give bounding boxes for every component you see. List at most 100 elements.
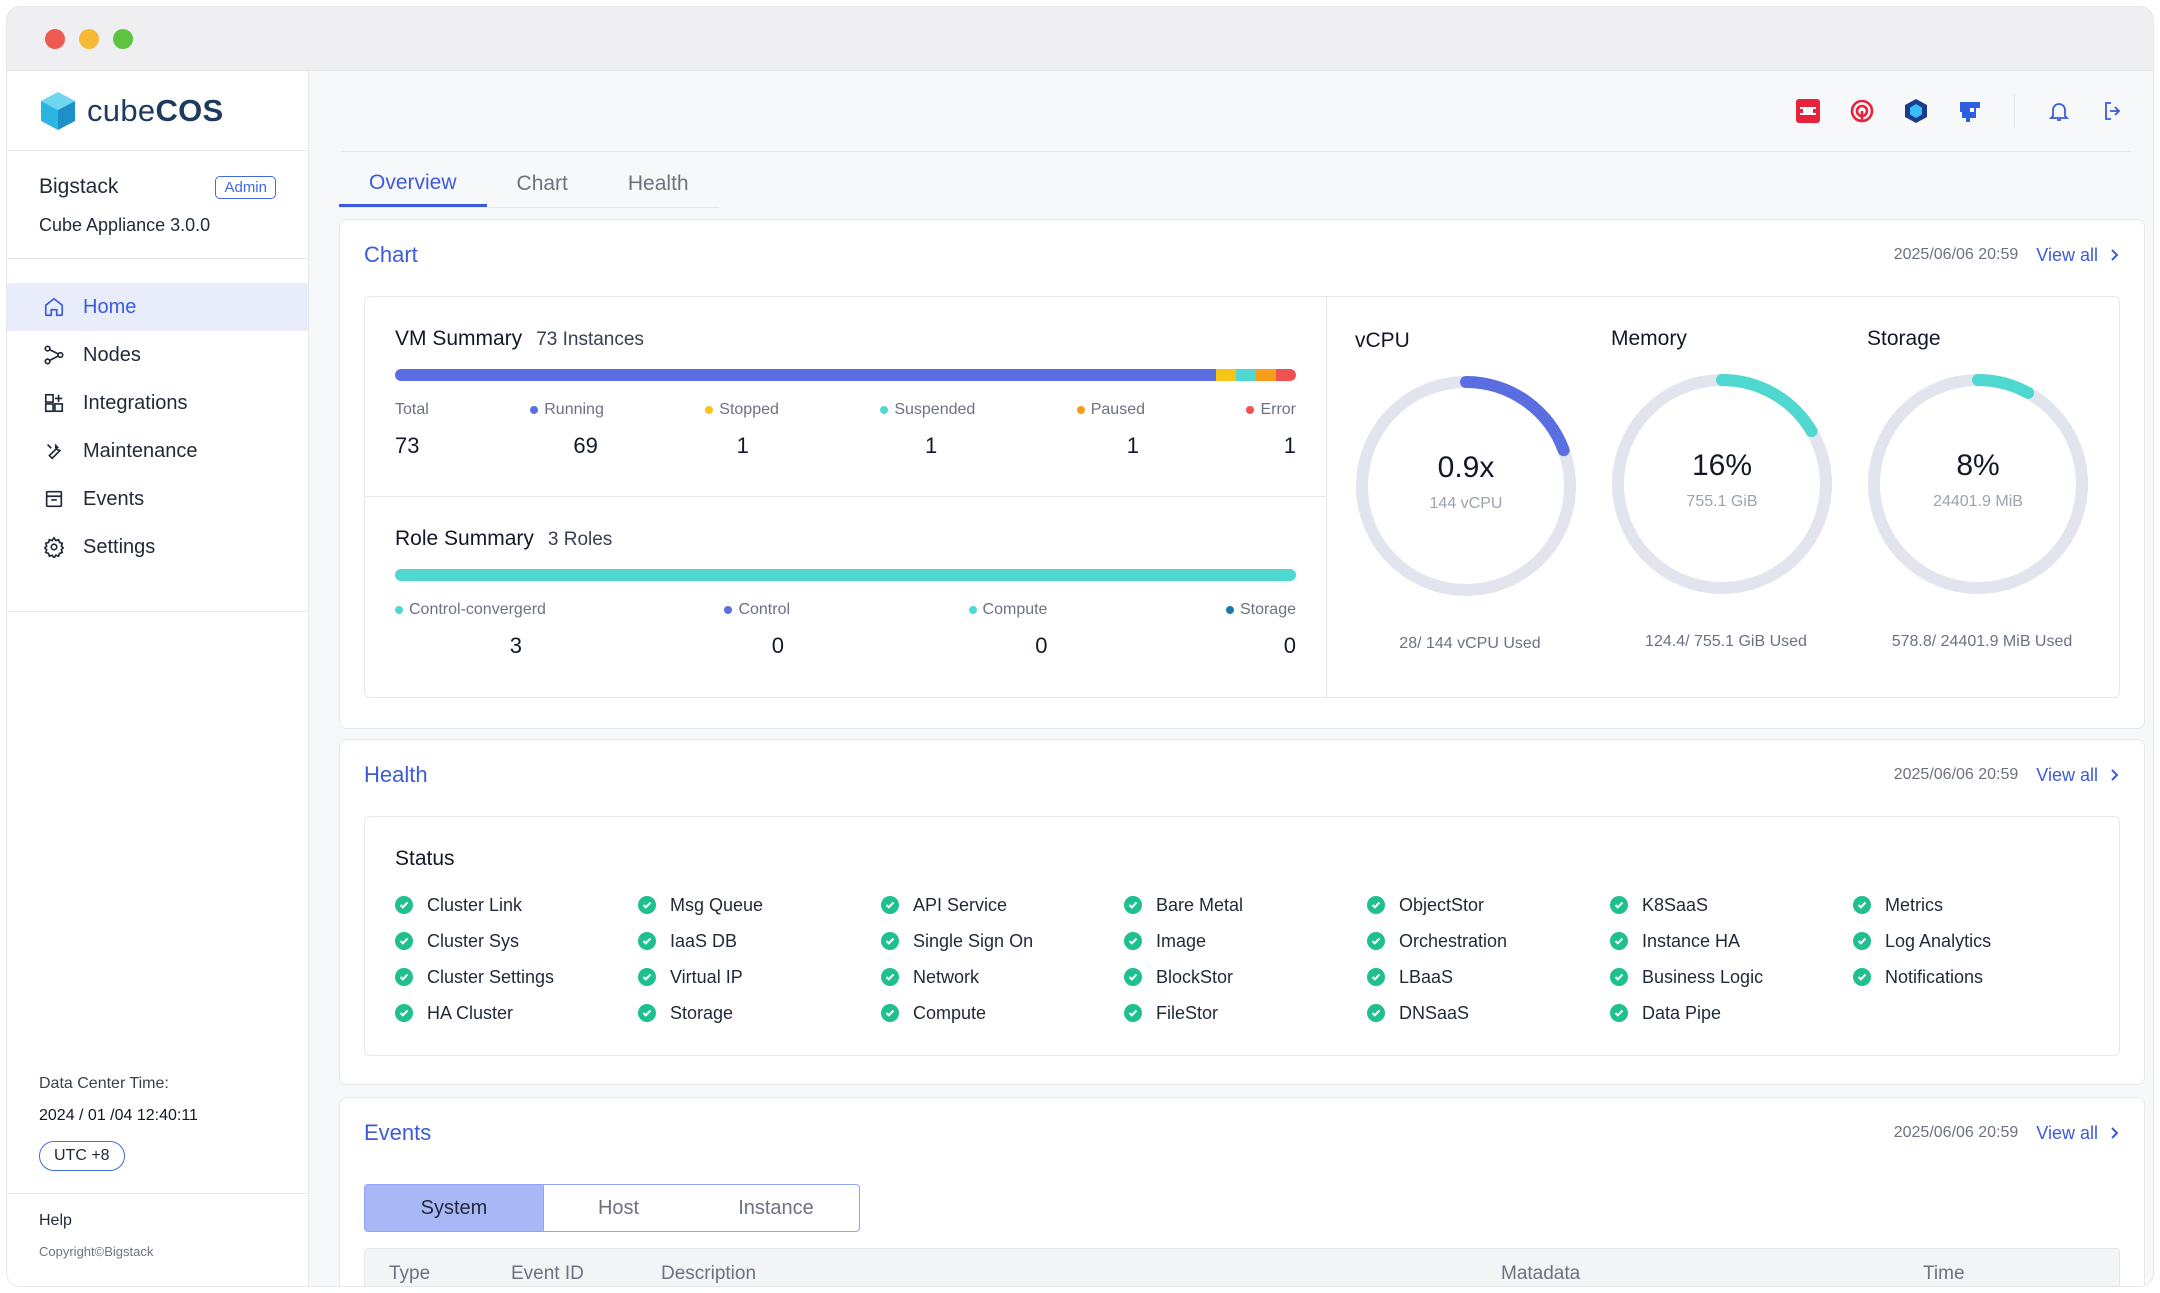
status-label: Data Pipe <box>1642 1002 1722 1023</box>
check-circle-icon <box>1610 932 1628 950</box>
view-all-link[interactable]: View all <box>2036 765 2120 786</box>
check-circle-icon <box>1367 1004 1385 1022</box>
column-header-time[interactable]: Time <box>1923 1263 1965 1284</box>
ceph-icon[interactable] <box>1902 97 1930 125</box>
status-label: Network <box>913 966 980 987</box>
status-item: Cluster Link <box>395 893 638 917</box>
chevron-right-icon <box>2111 769 2119 781</box>
gauge-title: Storage <box>1867 327 1941 350</box>
check-circle-icon <box>1124 896 1142 914</box>
check-circle-icon <box>395 968 413 986</box>
column-header-metadata[interactable]: Matadata <box>1501 1263 1581 1284</box>
card-title: Health <box>364 762 428 787</box>
status-item: API Service <box>881 893 1124 917</box>
stat-total: Total 73 <box>395 401 429 458</box>
check-circle-icon <box>1124 932 1142 950</box>
resource-gauges: vCPU 0.9x 144 vCPU 28/ 144 vCPU Used Memo… <box>1327 297 2119 697</box>
help-link[interactable]: Help <box>39 1212 72 1229</box>
role-count: 3 Roles <box>547 529 613 550</box>
check-circle-icon <box>881 1004 899 1022</box>
view-all-link[interactable]: View all <box>2036 245 2120 266</box>
sidebar-item-maintenance[interactable]: Maintenance <box>7 427 308 475</box>
status-grid: Cluster Link Msg Queue API Service Bare Met… <box>395 893 2096 1025</box>
view-all-link[interactable]: View all <box>2036 1123 2120 1144</box>
status-label: Orchestration <box>1399 930 1508 951</box>
segment-system[interactable]: System <box>365 1185 543 1231</box>
grafana-icon[interactable] <box>1848 97 1876 125</box>
gauge-arc <box>1612 374 1832 594</box>
status-label: Instance HA <box>1642 930 1741 951</box>
minimize-window-button[interactable] <box>79 28 99 49</box>
app-window: cubeCOS Bigstack Admin Cube Appliance 3.… <box>6 6 2154 1287</box>
check-circle-icon <box>395 932 413 950</box>
home-icon <box>44 297 64 317</box>
timezone-badge[interactable]: UTC +8 <box>39 1141 125 1171</box>
status-label: Msg Queue <box>670 894 764 915</box>
sidebar-item-nodes[interactable]: Nodes <box>7 331 308 379</box>
gauge-used: 124.4/ 755.1 GiB Used <box>1645 633 1807 650</box>
status-item: ObjectStor <box>1367 893 1610 917</box>
gauge-value: 0.9x <box>1437 451 1495 484</box>
check-circle-icon <box>881 896 899 914</box>
status-item: Image <box>1124 929 1367 953</box>
check-circle-icon <box>1367 896 1385 914</box>
check-circle-icon <box>395 1004 413 1022</box>
vm-status-bar <box>395 369 1296 381</box>
maximize-window-button[interactable] <box>113 28 133 49</box>
check-circle-icon <box>1610 968 1628 986</box>
status-item: Virtual IP <box>638 965 881 989</box>
column-header-event-id[interactable]: Event ID <box>511 1263 584 1284</box>
column-header-type[interactable]: Type <box>389 1263 431 1284</box>
stat-control-converged: Control-convergerd 3 <box>395 601 546 659</box>
gauge-capacity: 755.1 GiB <box>1686 493 1758 510</box>
close-window-button[interactable] <box>45 28 65 49</box>
status-label: Single Sign On <box>913 930 1034 951</box>
stat-error: Error 1 <box>1246 401 1296 459</box>
vm-summary: VM Summary 73 Instances Total 73 Running 69… <box>365 297 1327 497</box>
sidebar-item-home[interactable]: Home <box>7 283 308 331</box>
topbar-divider <box>2014 94 2015 128</box>
role-badge: Admin <box>215 175 276 199</box>
bar-segment-error <box>1276 369 1296 381</box>
segment-instance[interactable]: Instance <box>738 1196 814 1219</box>
cube-logo-icon <box>41 91 75 130</box>
gauge-ring <box>1612 374 1832 594</box>
stat-paused: Paused 1 <box>1076 401 1145 459</box>
logout-icon[interactable] <box>2099 97 2127 125</box>
stat-running: Running 69 <box>530 401 604 459</box>
segment-host[interactable]: Host <box>543 1185 693 1231</box>
sidebar-item-settings[interactable]: Settings <box>7 523 308 571</box>
check-circle-icon <box>1367 932 1385 950</box>
card-title: Events <box>364 1120 432 1145</box>
column-header-description[interactable]: Description <box>661 1263 757 1284</box>
openstack-icon[interactable] <box>1794 97 1822 125</box>
status-panel: Status Cluster Link Msg Queue API Service B… <box>364 816 2120 1056</box>
status-label: Image <box>1156 930 1207 951</box>
sidebar-divider <box>7 611 308 612</box>
tab-health[interactable]: Health <box>627 172 689 195</box>
sidebar-item-integrations[interactable]: Integrations <box>7 379 308 427</box>
timestamp: 2025/06/06 20:59 <box>1893 1124 2019 1141</box>
kubernetes-icon[interactable] <box>1956 97 1984 125</box>
vm-stats: Total 73 Running 69 Stopped 1 Suspended 1 Pa… <box>395 401 1296 459</box>
sidebar-item-events[interactable]: Events <box>7 475 308 523</box>
check-circle-icon <box>1367 968 1385 986</box>
gauge-vcpu: vCPU 0.9x 144 vCPU 28/ 144 vCPU Used <box>1355 329 1585 653</box>
stat-suspended: Suspended 1 <box>880 401 975 459</box>
status-label: Virtual IP <box>670 966 743 987</box>
gauge-used: 28/ 144 vCPU Used <box>1399 635 1541 652</box>
check-circle-icon <box>881 968 899 986</box>
logo[interactable]: cubeCOS <box>7 71 308 151</box>
gauge-value: 8% <box>1956 449 2000 482</box>
check-circle-icon <box>1124 968 1142 986</box>
tab-overview[interactable]: Overview <box>339 161 487 207</box>
health-card: Health 2025/06/06 20:59 View all Status … <box>339 739 2145 1085</box>
wrench-icon <box>46 443 62 460</box>
status-item: Instance HA <box>1610 929 1853 953</box>
gauge-capacity: 24401.9 MiB <box>1933 493 2023 510</box>
gauge-memory: Memory 16% 755.1 GiB 124.4/ 755.1 GiB Use… <box>1611 327 1841 651</box>
status-item: DNSaaS <box>1367 1001 1610 1025</box>
bell-icon[interactable] <box>2045 97 2073 125</box>
role-summary: Role Summary 3 Roles Control-convergerd 3 … <box>365 497 1327 697</box>
tab-chart[interactable]: Chart <box>516 172 568 195</box>
